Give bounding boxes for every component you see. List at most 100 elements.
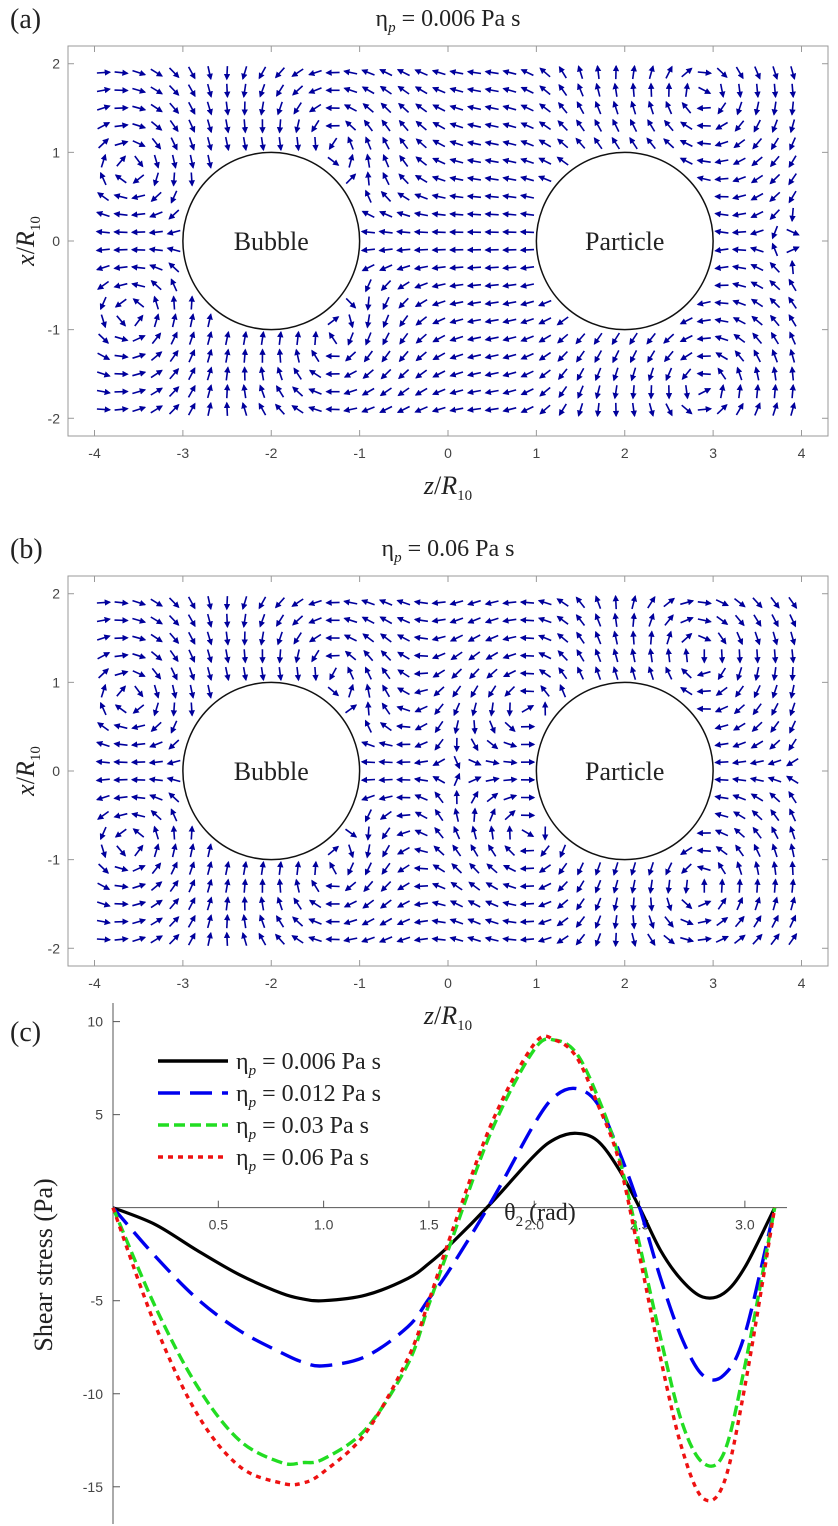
velocity-arrow: [594, 64, 602, 80]
velocity-arrow: [311, 119, 320, 133]
velocity-arrow: [733, 811, 746, 820]
velocity-arrow: [379, 616, 393, 625]
velocity-arrow: [716, 917, 729, 927]
velocity-arrow: [364, 136, 372, 150]
y-tick-label: -1: [48, 322, 61, 338]
velocity-arrow: [484, 122, 499, 129]
velocity-arrow: [114, 865, 129, 872]
velocity-arrow: [736, 667, 743, 681]
velocity-arrow: [361, 740, 375, 748]
velocity-arrow: [413, 865, 429, 872]
velocity-arrow: [681, 368, 692, 380]
velocity-arrow: [789, 348, 796, 363]
velocity-arrow: [294, 119, 301, 134]
velocity-arrow: [432, 157, 446, 165]
velocity-arrow: [577, 83, 584, 97]
velocity-arrow: [648, 915, 655, 930]
velocity-arrow: [714, 723, 729, 731]
velocity-arrow: [206, 878, 213, 893]
velocity-arrow: [379, 68, 393, 77]
velocity-arrow: [293, 367, 302, 380]
velocity-arrow: [715, 121, 729, 130]
velocity-arrow: [735, 844, 745, 857]
velocity-arrow: [716, 615, 729, 625]
velocity-arrow: [714, 794, 729, 801]
body-label: Bubble: [234, 227, 309, 256]
velocity-arrow: [206, 914, 213, 929]
velocity-arrow: [732, 281, 747, 289]
velocity-arrow: [577, 65, 584, 80]
velocity-arrow: [431, 193, 446, 200]
velocity-arrow: [540, 685, 550, 697]
velocity-arrow: [484, 264, 499, 271]
velocity-arrow: [396, 830, 411, 837]
velocity-arrow: [753, 684, 761, 699]
velocity-arrow: [99, 701, 107, 716]
velocity-arrow: [170, 702, 178, 717]
velocity-arrow: [556, 899, 569, 909]
velocity-arrow: [732, 175, 746, 183]
velocity-arrow: [452, 685, 462, 698]
velocity-arrow: [630, 402, 637, 418]
velocity-arrow: [750, 174, 764, 184]
velocity-arrow: [276, 101, 283, 116]
velocity-arrow: [396, 599, 411, 606]
velocity-arrow: [397, 669, 410, 678]
velocity-arrow: [502, 371, 517, 378]
velocity-arrow: [97, 352, 111, 361]
velocity-arrow: [293, 102, 302, 115]
velocity-arrow: [502, 104, 517, 111]
velocity-arrow: [751, 810, 763, 821]
velocity-arrow: [365, 296, 372, 311]
velocity-arrow: [484, 193, 499, 200]
velocity-arrow: [150, 369, 163, 379]
velocity-arrow: [732, 317, 746, 325]
velocity-arrow: [502, 317, 517, 325]
velocity-arrow: [364, 719, 373, 733]
velocity-arrow: [169, 632, 180, 644]
velocity-arrow: [466, 317, 482, 325]
velocity-arrow: [504, 845, 516, 856]
velocity-arrow: [696, 688, 711, 695]
velocity-arrow: [171, 154, 178, 169]
velocity-arrow: [132, 405, 147, 413]
velocity-arrow: [130, 264, 146, 271]
velocity-arrow: [380, 280, 392, 292]
velocity-arrow: [683, 879, 690, 894]
velocity-arrow: [753, 119, 762, 133]
velocity-arrow: [259, 136, 266, 152]
velocity-arrow: [749, 776, 764, 783]
velocity-arrow: [379, 917, 393, 926]
velocity-arrow: [325, 652, 340, 660]
velocity-arrow: [734, 915, 745, 928]
x-tick-label: 2: [621, 445, 629, 461]
velocity-arrow: [206, 348, 213, 363]
velocity-arrow: [754, 402, 761, 416]
velocity-arrow: [348, 153, 355, 168]
velocity-arrow: [399, 137, 409, 150]
velocity-arrow: [449, 371, 464, 378]
x-tick-label: 4: [798, 975, 806, 991]
velocity-arrow: [328, 137, 338, 150]
velocity-arrow: [187, 384, 196, 398]
velocity-arrow: [471, 702, 478, 717]
velocity-arrow: [789, 259, 796, 275]
velocity-arrow: [772, 896, 779, 911]
velocity-arrow: [786, 246, 800, 254]
x-tick-label: 2.0: [525, 1217, 545, 1233]
velocity-arrow: [95, 776, 110, 784]
velocity-arrow: [396, 723, 411, 730]
velocity-arrow: [612, 367, 619, 382]
velocity-arrow: [343, 599, 358, 606]
velocity-arrow: [749, 246, 764, 253]
velocity-arrow: [484, 140, 499, 147]
velocity-arrow: [114, 883, 129, 890]
velocity-arrow: [788, 190, 797, 204]
velocity-arrow: [520, 122, 534, 130]
velocity-arrow: [397, 387, 410, 397]
velocity-arrow: [241, 878, 249, 893]
velocity-arrow: [664, 614, 674, 626]
velocity-arrow: [630, 595, 638, 610]
velocity-arrow: [187, 932, 196, 946]
velocity-arrow: [680, 936, 695, 943]
